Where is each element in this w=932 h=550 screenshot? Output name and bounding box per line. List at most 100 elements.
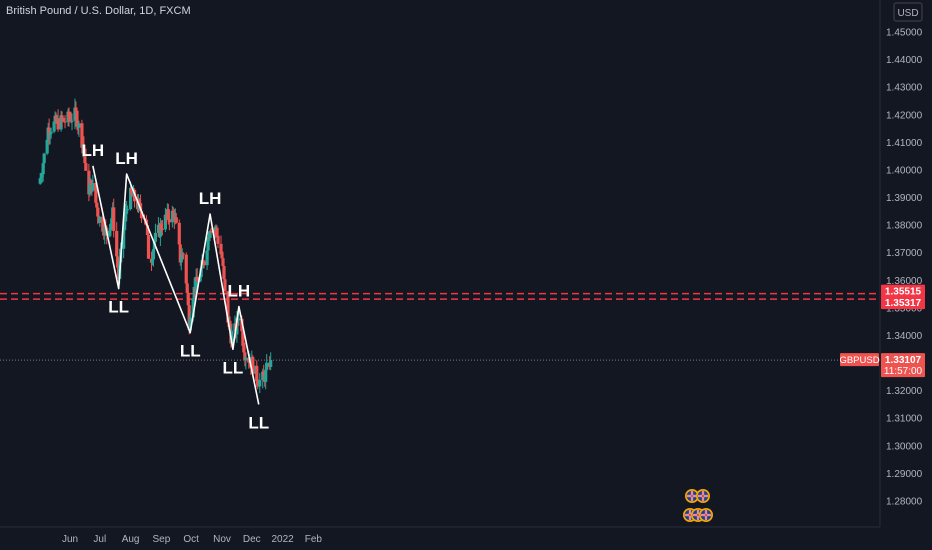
- candle-body: [48, 133, 52, 136]
- x-tick-label: Dec: [243, 534, 261, 545]
- resistance-price-pill: [881, 296, 925, 310]
- y-tick-label: 1.45000: [886, 28, 923, 39]
- candle-body: [69, 118, 73, 122]
- lower-low-label: LL: [108, 298, 129, 317]
- last-price-pill: [881, 353, 925, 378]
- candle-body: [191, 298, 195, 318]
- x-tick-label: Feb: [305, 534, 323, 545]
- candle-body: [174, 217, 178, 223]
- candle-body: [96, 207, 100, 217]
- y-tick-label: 1.29000: [886, 469, 923, 480]
- candle-body: [237, 318, 241, 321]
- candle-body: [91, 182, 95, 191]
- candle-body: [151, 249, 156, 260]
- candle-body: [108, 230, 112, 236]
- candle-body: [222, 266, 226, 280]
- candle-body: [172, 212, 176, 221]
- candle-body: [77, 123, 81, 128]
- candle-body: [39, 176, 43, 179]
- candle-body: [192, 286, 196, 299]
- swing-zigzag: [92, 165, 260, 405]
- candle-body: [198, 277, 202, 282]
- candle-body: [221, 258, 225, 267]
- candle-body: [95, 202, 99, 208]
- countdown-label: 11:57:00: [884, 366, 923, 377]
- candle-body: [185, 283, 189, 293]
- candle-body: [62, 118, 66, 122]
- candle-body: [82, 144, 86, 149]
- y-tick-label: 1.32000: [886, 386, 923, 397]
- candle-body: [73, 107, 77, 121]
- candle-body: [60, 115, 64, 120]
- candle-body: [41, 163, 45, 175]
- candle-body: [115, 230, 119, 257]
- candle-body: [116, 256, 120, 268]
- y-tick-label: 1.39000: [886, 193, 923, 204]
- candle-body: [171, 210, 175, 213]
- candle-body: [199, 268, 203, 278]
- candle-body: [123, 221, 127, 231]
- candle-body: [206, 236, 210, 251]
- candle-body: [216, 235, 220, 244]
- candle-body: [230, 331, 234, 344]
- candle-body: [70, 120, 74, 122]
- candle-body: [167, 219, 171, 223]
- candle-body: [209, 231, 213, 233]
- candle-body: [87, 170, 91, 195]
- candle-body: [52, 121, 56, 132]
- y-tick-label: 1.40000: [886, 165, 923, 176]
- candle-body: [195, 276, 199, 282]
- lower-high-label: LH: [228, 282, 251, 301]
- candle-body: [98, 216, 102, 223]
- chart-title: British Pound / U.S. Dollar, 1D, FXCM: [6, 5, 191, 17]
- candle-body: [163, 214, 167, 230]
- candle-body: [177, 222, 181, 245]
- candle-body: [112, 207, 116, 231]
- candle-body: [256, 381, 260, 385]
- candle-body: [67, 111, 71, 119]
- y-tick-label: 1.30000: [886, 441, 923, 452]
- candle-body: [84, 163, 88, 171]
- candle-body: [184, 254, 188, 284]
- y-tick-label: 1.43000: [886, 83, 923, 94]
- y-tick-label: 1.41000: [886, 138, 923, 149]
- candle-body: [181, 253, 185, 255]
- y-tick-label: 1.37000: [886, 248, 923, 259]
- candle-body: [202, 261, 206, 266]
- candle-body: [242, 345, 246, 353]
- lower-high-label: LH: [115, 149, 138, 168]
- candle-body: [145, 225, 150, 236]
- candle-body: [88, 184, 92, 195]
- candle-body: [223, 279, 227, 292]
- x-tick-label: Jun: [62, 534, 78, 545]
- candle-body: [122, 230, 126, 249]
- candle-body: [264, 369, 268, 382]
- candle-body: [269, 360, 273, 367]
- candle-body: [219, 243, 223, 255]
- candle-body: [63, 121, 67, 123]
- lower-high-label: LH: [199, 189, 222, 208]
- candle-body: [101, 216, 105, 232]
- candle-body: [208, 231, 212, 238]
- currency-label: USD: [897, 8, 918, 19]
- candle-body: [213, 230, 217, 232]
- candle-body: [74, 107, 78, 111]
- candle-body: [150, 259, 155, 263]
- y-tick-label: 1.42000: [886, 110, 923, 121]
- y-tick-label: 1.34000: [886, 331, 923, 342]
- y-tick-label: 1.36000: [886, 276, 923, 287]
- y-tick-label: 1.28000: [886, 497, 923, 508]
- candle-body: [109, 223, 113, 231]
- candle-body: [75, 110, 79, 127]
- candle-body: [59, 115, 63, 130]
- symbol-tag-label: GBPUSD: [839, 355, 879, 366]
- candle-body: [179, 259, 183, 263]
- x-tick-label: Sep: [152, 534, 170, 545]
- last-price-label: 1.33107: [885, 355, 922, 366]
- candle-body: [80, 123, 84, 148]
- currency-box: [893, 2, 923, 22]
- resistance-price-label: 1.35515: [885, 287, 922, 298]
- candle-body: [103, 225, 107, 236]
- candle-body: [49, 131, 53, 134]
